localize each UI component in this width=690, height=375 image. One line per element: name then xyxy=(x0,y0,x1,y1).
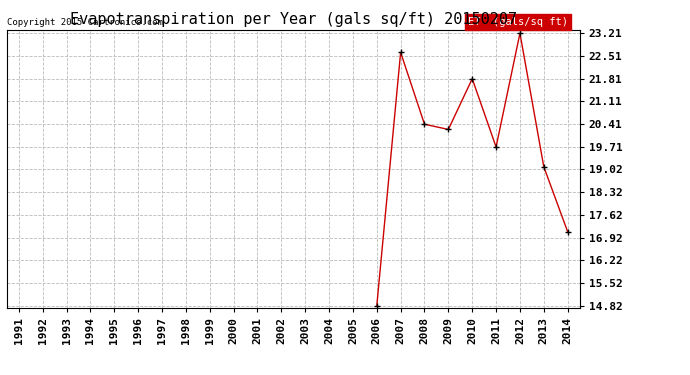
Title: Evapotranspiration per Year (gals sq/ft) 20150207: Evapotranspiration per Year (gals sq/ft)… xyxy=(70,12,517,27)
Text: ET  (gals/sq ft): ET (gals/sq ft) xyxy=(468,17,568,27)
Text: Copyright 2015 Cartronics.com: Copyright 2015 Cartronics.com xyxy=(7,18,163,27)
